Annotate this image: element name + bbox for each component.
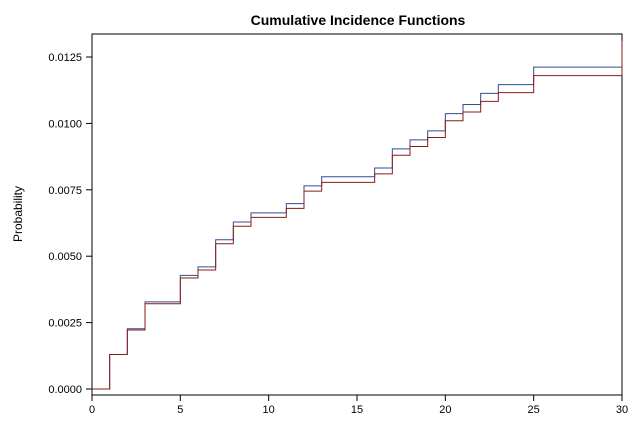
y-tick-label: 0.0125	[48, 52, 82, 64]
axes: 0.0000 0.0025 0.0050 0.0075 0.0100 0.0125 0 5 10…	[48, 52, 628, 416]
series-line-1	[92, 41, 623, 390]
y-tick-label: 0.0000	[48, 384, 82, 396]
y-tick-label: 0.0075	[48, 185, 82, 197]
x-tick-label: 30	[616, 404, 628, 416]
x-tick-label: 20	[439, 404, 451, 416]
y-tick-label: 0.0100	[48, 118, 82, 130]
series-line-2	[92, 41, 623, 390]
plot-frame	[91, 33, 623, 396]
x-tick-label: 0	[89, 404, 95, 416]
x-tick-label: 10	[263, 404, 275, 416]
y-tick-label: 0.0025	[48, 318, 82, 330]
x-tick-label: 15	[351, 404, 363, 416]
y-tick-label: 0.0050	[48, 251, 82, 263]
chart-title: Cumulative Incidence Functions	[251, 12, 466, 28]
x-tick-label: 25	[528, 404, 540, 416]
y-axis-label: Probability	[11, 186, 25, 242]
series-layer	[91, 41, 623, 390]
x-tick-label: 5	[177, 404, 183, 416]
